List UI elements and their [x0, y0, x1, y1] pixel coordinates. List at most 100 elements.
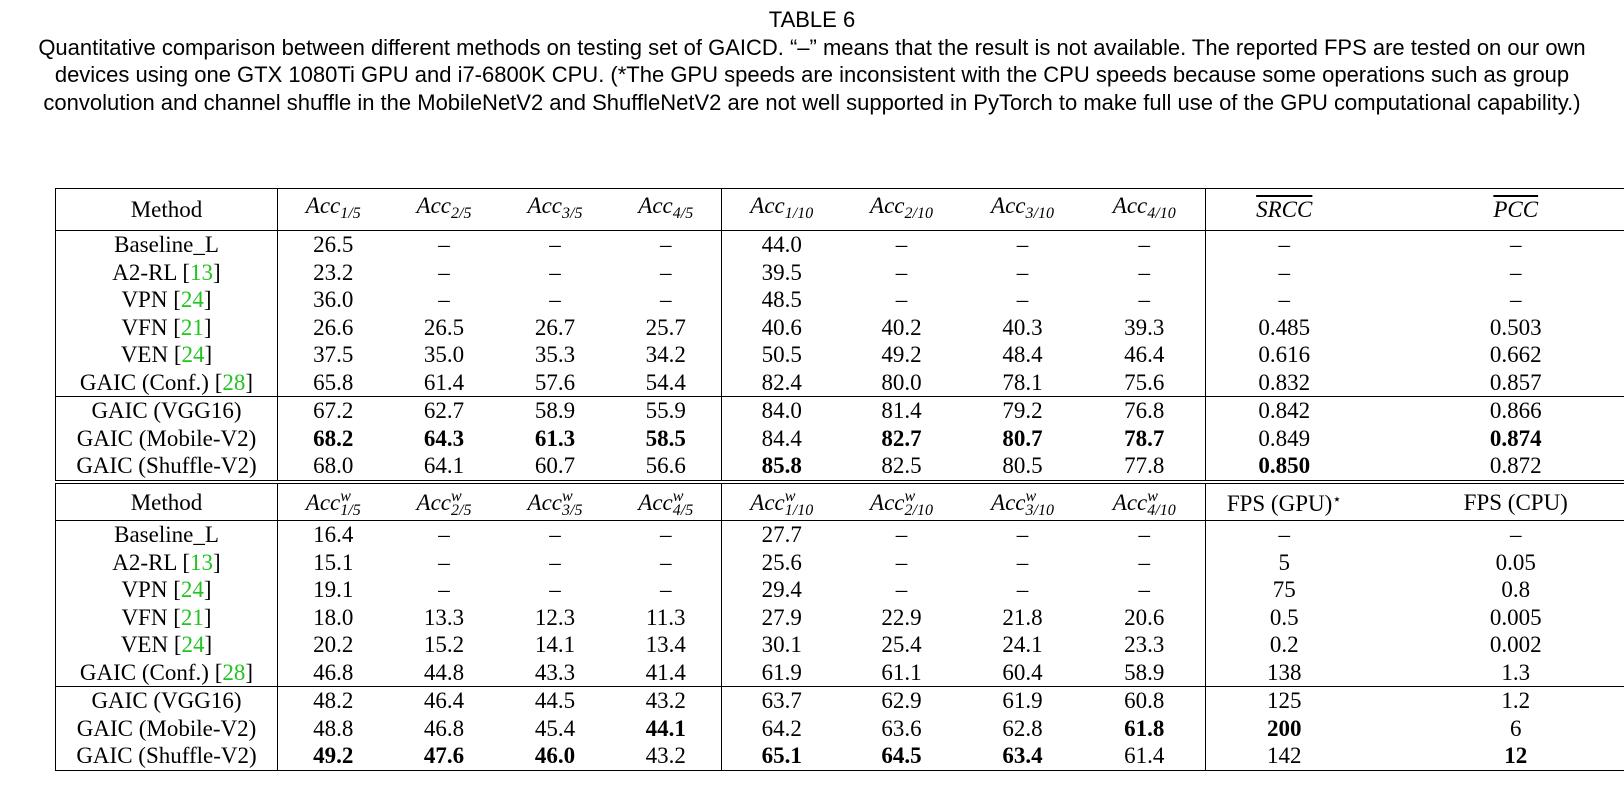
value-cell: 61.1	[881, 659, 922, 685]
column-header: Acc1/10	[721, 188, 842, 231]
value-cell: 82.7	[881, 425, 922, 451]
value-cell: 0.832	[1205, 368, 1363, 397]
value-cell: 0.002	[1489, 632, 1542, 657]
value-cell: 78.7	[1124, 425, 1165, 451]
value-cell: –	[660, 577, 672, 602]
value-cell: 62.7	[388, 396, 500, 425]
value-cell: 82.5	[881, 453, 922, 478]
value-cell: 0.662	[1489, 342, 1542, 367]
metric-scripts: w 1/5	[340, 489, 360, 519]
value-cell: –	[895, 287, 908, 312]
value-cell: 62.8	[1002, 715, 1043, 741]
metric-subscript: 3/5	[562, 205, 583, 222]
metric-base: Acc	[870, 193, 905, 218]
table-row: VPN [24] 36.0– – –48.5– – – – –	[56, 286, 1624, 314]
value-cell: 40.2	[881, 314, 922, 340]
metric-name: FPS (CPU)	[1463, 489, 1568, 515]
citation: [21]	[167, 604, 212, 630]
value-cell: 40.6	[721, 313, 842, 341]
metric-scripts: w 4/10	[1147, 489, 1175, 519]
value-cell: 61.4	[423, 369, 465, 395]
value-cell: 45.4	[534, 715, 576, 741]
accuracy-table: Method Acc1/5 Acc2/5 Acc3/5 Acc4/5 Acc1/10 Acc…	[55, 188, 1624, 481]
column-header-method: Method	[55, 188, 278, 231]
metric-subscript: 1/5	[340, 205, 361, 222]
value-cell: –	[895, 232, 908, 257]
column-header: Acc4/10	[1083, 188, 1206, 231]
value-cell: –	[1016, 287, 1029, 312]
value-cell: –	[1510, 232, 1522, 257]
column-header: Acc w 4/5	[610, 483, 722, 521]
method-name: Baseline_L	[114, 522, 219, 547]
citation-number: 21	[180, 604, 204, 630]
method-name-cell: Baseline_L	[56, 521, 278, 549]
method-name: GAIC (VGG16)	[91, 398, 242, 423]
method-name: GAIC (Conf.)	[79, 369, 209, 395]
metric-name: Acc w 4/10	[1113, 489, 1176, 519]
citation: [13]	[176, 259, 221, 285]
column-header: Acc w 1/5	[277, 483, 389, 521]
value-cell: 0.842	[1205, 396, 1363, 425]
value-cell: –	[438, 577, 450, 602]
value-cell: 44.5	[499, 686, 611, 715]
table-row: VFN [21] 26.6 26.5 26.7 25.7 40.6 40.2 40.3 39.3…	[56, 313, 1624, 341]
value-cell: –	[1138, 577, 1151, 602]
metric-name: Acc w 1/10	[750, 489, 813, 519]
value-cell: 64.1	[423, 453, 465, 478]
value-cell: 56.6	[645, 453, 686, 478]
value-cell: –	[1016, 259, 1029, 285]
value-cell: 0.05	[1495, 549, 1536, 575]
column-header: PCC	[1362, 188, 1624, 231]
value-cell: –	[660, 232, 672, 257]
column-header: Acc1/5	[277, 188, 389, 231]
citation: [24]	[168, 342, 213, 367]
method-name: GAIC (Shuffle-V2)	[76, 743, 257, 768]
value-cell: –	[1016, 549, 1029, 575]
metric-name: Acc w 3/10	[991, 489, 1054, 519]
value-cell: 80.0	[881, 369, 922, 395]
metric-superscript: w	[672, 488, 684, 506]
value-cell: –	[1510, 259, 1522, 285]
value-cell: –	[549, 232, 561, 257]
value-cell: –	[438, 287, 450, 312]
table-row: VPN [24] 19.1– – –29.4– – –75 0.8	[56, 576, 1624, 604]
value-cell: 36.0	[277, 286, 389, 314]
value-cell: 46.8	[277, 658, 389, 687]
method-name: VEN	[120, 342, 169, 367]
value-cell: 23.2	[277, 258, 389, 286]
method-name: GAIC (Mobile-V2)	[76, 425, 257, 451]
value-cell: 24.1	[1002, 632, 1043, 657]
method-name: A2-RL	[112, 259, 177, 285]
value-cell: –	[438, 549, 450, 575]
value-cell: –	[549, 577, 561, 602]
value-cell: 40.3	[1002, 314, 1043, 340]
metric-name: Acc w 1/5	[306, 489, 361, 519]
value-cell: 60.7	[534, 453, 576, 478]
method-name-cell: VEN [24]	[56, 631, 278, 659]
metric-name: PCC	[1493, 197, 1539, 222]
value-cell: 77.8	[1124, 453, 1165, 478]
method-name: VFN	[121, 314, 168, 340]
value-cell: 48.2	[277, 686, 389, 715]
value-cell: 14.1	[534, 632, 576, 657]
value-cell: 19.1	[277, 576, 389, 604]
value-cell: 85.8	[721, 452, 842, 480]
value-cell: 75	[1205, 576, 1363, 604]
value-cell: 46.0	[534, 743, 576, 768]
method-name-cell: GAIC (Shuffle-V2)	[56, 742, 278, 770]
value-cell: 58.9	[1124, 659, 1165, 685]
metric-subscript: 4/5	[672, 205, 694, 222]
value-cell: 80.5	[1002, 453, 1043, 478]
value-cell: –	[1510, 287, 1522, 312]
metric-name: Acc1/5	[306, 193, 361, 222]
value-cell: 54.4	[645, 369, 686, 395]
value-cell: 64.5	[881, 743, 922, 768]
value-cell: 48.4	[1002, 342, 1043, 367]
metric-base: Acc	[638, 193, 673, 218]
value-cell: 22.9	[881, 604, 922, 630]
metric-scripts: w 2/5	[451, 489, 471, 519]
value-cell: –	[660, 259, 672, 285]
citation-number: 28	[222, 369, 246, 395]
value-cell: 64.3	[423, 425, 465, 451]
value-cell: 29.4	[721, 576, 842, 604]
